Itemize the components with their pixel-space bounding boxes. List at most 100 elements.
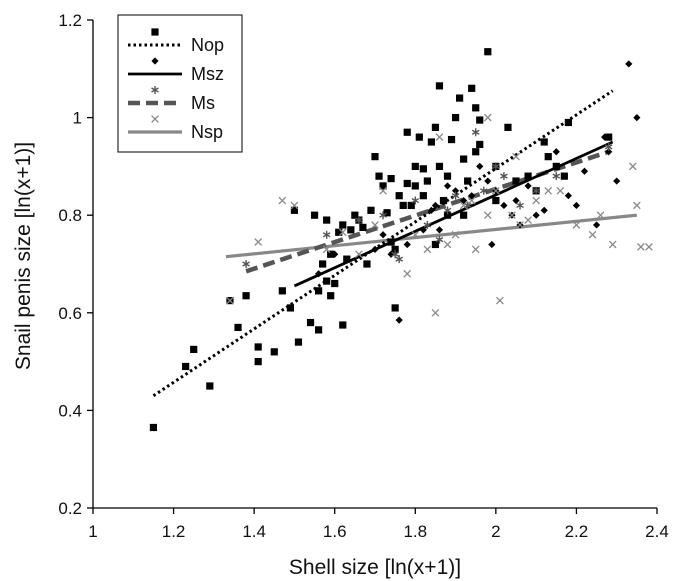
data-point-nsp xyxy=(637,243,645,251)
data-point-nop xyxy=(540,138,548,146)
data-point-nop xyxy=(431,123,440,131)
data-point-msz xyxy=(379,231,387,239)
data-point-nsp xyxy=(322,245,331,254)
data-point-msz xyxy=(435,226,444,234)
data-point-nop xyxy=(363,260,371,268)
x-tick-label: 2.2 xyxy=(565,522,589,541)
data-point-nop xyxy=(347,226,355,234)
data-point-nsp xyxy=(632,201,641,210)
data-point-nsp xyxy=(496,296,504,305)
legend-entry-msz: Msz xyxy=(128,57,224,84)
data-point-nsp xyxy=(254,238,263,246)
x-tick-label: 1.6 xyxy=(323,522,347,541)
data-point-msz xyxy=(460,196,468,205)
data-point-msz xyxy=(512,196,520,205)
data-point-nop xyxy=(439,196,448,205)
data-point-nop xyxy=(339,321,347,329)
data-point-nop xyxy=(206,382,214,390)
data-point-msz xyxy=(403,240,411,249)
data-point-nop xyxy=(524,172,532,180)
data-point-ms xyxy=(552,172,561,181)
data-point-msz xyxy=(625,60,633,68)
y-tick-label: 0.2 xyxy=(58,499,82,518)
data-point-nop xyxy=(399,201,407,210)
data-point-nop xyxy=(327,292,335,300)
x-axis-title: Shell size [ln(x+1)] xyxy=(289,556,461,579)
data-point-msz xyxy=(443,182,452,190)
y-axis-title: Snail penis size [ln(x+1)] xyxy=(12,142,35,370)
data-point-nop xyxy=(339,221,347,229)
data-point-nop xyxy=(371,153,379,161)
data-point-nop xyxy=(544,153,552,161)
x-tick-label: 2.4 xyxy=(645,522,669,541)
series-nop-points xyxy=(149,48,613,432)
data-point-ms xyxy=(242,260,250,268)
data-point-nop xyxy=(323,277,331,285)
data-point-msz xyxy=(431,201,440,210)
x-tick-label: 2 xyxy=(491,522,500,541)
data-point-nop xyxy=(149,423,158,432)
data-point-nsp xyxy=(516,221,524,229)
data-point-ms xyxy=(479,186,488,195)
data-point-msz xyxy=(540,206,548,214)
data-point-nop xyxy=(423,177,431,185)
data-point-nsp xyxy=(471,245,480,254)
data-point-nsp xyxy=(483,211,492,220)
data-point-nop xyxy=(391,304,399,312)
data-point-nsp xyxy=(508,211,516,220)
data-point-nop xyxy=(476,140,484,149)
data-point-nsp xyxy=(411,230,420,239)
data-point-ms xyxy=(443,206,452,215)
data-point-nsp xyxy=(483,113,492,122)
y-tick-label: 1 xyxy=(73,109,82,128)
data-point-nop xyxy=(411,162,419,170)
legend-entry-nsp: Nsp xyxy=(128,115,223,142)
data-point-ms xyxy=(391,250,399,259)
data-point-nsp xyxy=(524,216,532,224)
data-point-nsp xyxy=(588,230,597,239)
axes: 1 1.2 1.4 1.6 1.8 2 2.2 2.4 0.2 0.4 0.6 0.8 1 1.2 xyxy=(58,11,668,541)
legend-box xyxy=(117,14,243,153)
data-point-nop xyxy=(319,260,327,268)
data-point-nsp xyxy=(435,133,444,141)
data-point-msz xyxy=(331,250,339,258)
data-point-msz xyxy=(315,270,323,278)
data-point-msz xyxy=(427,206,435,214)
data-point-nop xyxy=(367,206,375,214)
data-point-nop xyxy=(310,211,319,219)
data-point-nop xyxy=(605,133,613,141)
data-point-nop xyxy=(335,228,343,236)
data-point-nop xyxy=(512,177,520,185)
data-point-msz xyxy=(500,201,508,210)
data-point-nop xyxy=(552,162,560,170)
data-point-ms xyxy=(355,216,363,225)
plot-area xyxy=(149,48,653,432)
fit-line-nop xyxy=(152,89,614,398)
data-point-nsp xyxy=(467,196,476,205)
data-point-nop xyxy=(331,279,339,288)
data-point-nop xyxy=(327,250,335,258)
data-point-nop xyxy=(391,245,399,253)
data-point-nsp xyxy=(628,162,637,171)
y-ticks: 0.2 0.4 0.6 0.8 1 1.2 xyxy=(58,11,93,518)
data-point-msz xyxy=(468,192,476,200)
data-point-nop xyxy=(182,362,190,371)
data-point-nsp xyxy=(338,228,347,237)
data-point-ms xyxy=(500,172,508,181)
data-point-nop xyxy=(451,114,460,122)
data-point-nsp xyxy=(451,230,460,239)
data-point-nop xyxy=(403,128,411,136)
data-point-nop xyxy=(254,343,262,351)
data-point-nsp xyxy=(572,221,581,229)
data-point-nop xyxy=(492,196,500,205)
data-point-nop xyxy=(290,206,299,214)
x-ticks: 1 1.2 1.4 1.6 1.8 2 2.2 2.4 xyxy=(88,508,669,541)
data-point-nop xyxy=(443,211,452,219)
data-point-nsp xyxy=(459,201,468,210)
data-point-msz xyxy=(601,133,609,141)
legend-marker-ms xyxy=(151,86,159,94)
data-point-ms xyxy=(451,191,460,200)
data-point-nsp xyxy=(608,240,617,249)
data-point-nsp xyxy=(556,186,565,195)
data-point-nsp xyxy=(226,296,234,305)
